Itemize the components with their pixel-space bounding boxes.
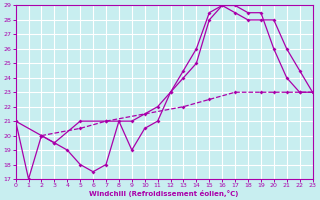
X-axis label: Windchill (Refroidissement éolien,°C): Windchill (Refroidissement éolien,°C)	[89, 190, 239, 197]
